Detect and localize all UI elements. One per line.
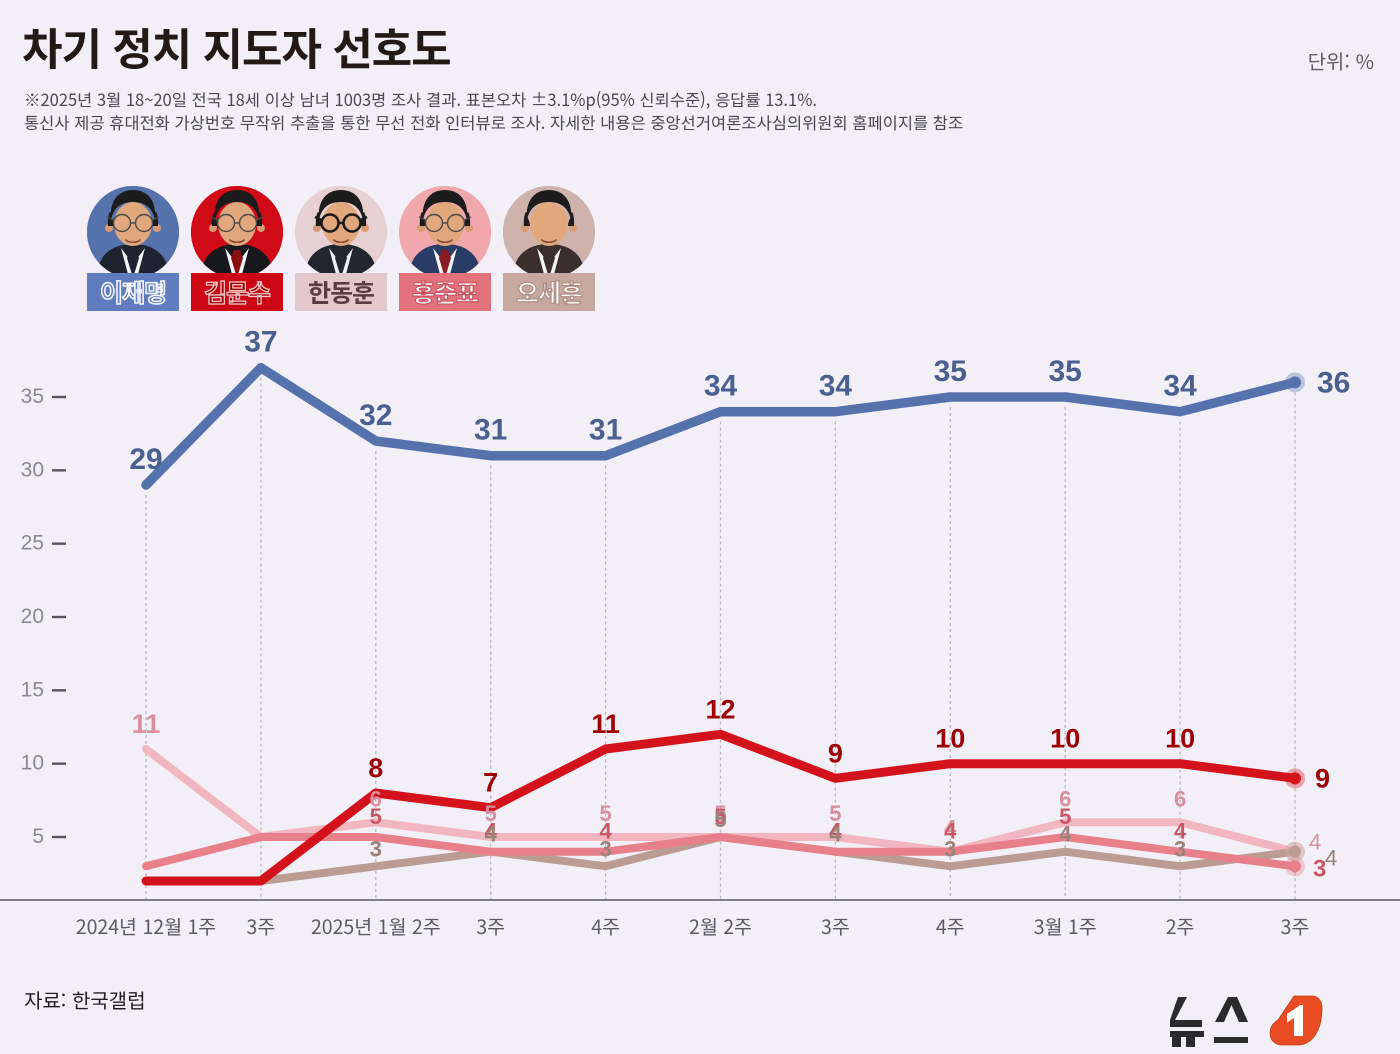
svg-text:6: 6 [1174, 786, 1186, 811]
svg-text:25: 25 [21, 532, 44, 555]
svg-text:8: 8 [368, 753, 383, 783]
svg-text:7: 7 [483, 768, 498, 798]
svg-text:11: 11 [132, 709, 161, 739]
svg-text:3: 3 [944, 836, 956, 861]
svg-text:4주: 4주 [591, 911, 620, 940]
svg-text:3주: 3주 [247, 911, 276, 940]
svg-text:4: 4 [1325, 846, 1337, 871]
svg-text:36: 36 [1317, 366, 1350, 399]
svg-text:3: 3 [1313, 855, 1326, 882]
svg-text:10: 10 [935, 724, 965, 754]
svg-text:37: 37 [244, 330, 277, 359]
svg-text:35: 35 [1049, 355, 1082, 388]
svg-text:10: 10 [1050, 724, 1080, 754]
svg-text:35: 35 [934, 355, 967, 388]
svg-text:5: 5 [370, 804, 382, 829]
svg-text:3: 3 [1174, 836, 1186, 861]
svg-text:20: 20 [21, 605, 44, 628]
svg-text:3주: 3주 [476, 911, 505, 940]
svg-text:10: 10 [1165, 724, 1195, 754]
svg-text:2025년 1월 2주: 2025년 1월 2주 [311, 911, 441, 940]
svg-text:31: 31 [589, 414, 622, 447]
svg-text:4: 4 [1059, 822, 1072, 847]
svg-text:4: 4 [1309, 830, 1321, 855]
svg-text:4주: 4주 [936, 911, 965, 940]
svg-text:32: 32 [359, 399, 392, 432]
svg-text:5: 5 [32, 825, 44, 848]
svg-text:2024년 12월 1주: 2024년 12월 1주 [76, 911, 217, 940]
svg-text:4: 4 [829, 822, 842, 847]
svg-text:11: 11 [591, 709, 620, 739]
svg-text:2월 2주: 2월 2주 [689, 911, 752, 940]
svg-text:34: 34 [704, 370, 738, 403]
svg-text:3주: 3주 [821, 911, 850, 940]
svg-text:3: 3 [599, 836, 611, 861]
svg-text:34: 34 [819, 370, 853, 403]
svg-text:3주: 3주 [1281, 911, 1310, 940]
svg-text:9: 9 [1315, 763, 1330, 793]
svg-text:29: 29 [129, 443, 162, 476]
svg-text:34: 34 [1163, 370, 1197, 403]
svg-text:2주: 2주 [1166, 911, 1195, 940]
svg-text:12: 12 [705, 694, 735, 724]
svg-text:10: 10 [21, 752, 44, 775]
svg-text:30: 30 [21, 458, 44, 481]
svg-text:31: 31 [474, 414, 507, 447]
svg-text:3: 3 [370, 836, 382, 861]
svg-text:35: 35 [21, 385, 44, 408]
svg-text:9: 9 [828, 738, 843, 768]
svg-text:4: 4 [485, 822, 498, 847]
svg-text:3월 1주: 3월 1주 [1034, 911, 1097, 940]
svg-text:5: 5 [714, 807, 726, 832]
svg-text:15: 15 [21, 678, 44, 701]
